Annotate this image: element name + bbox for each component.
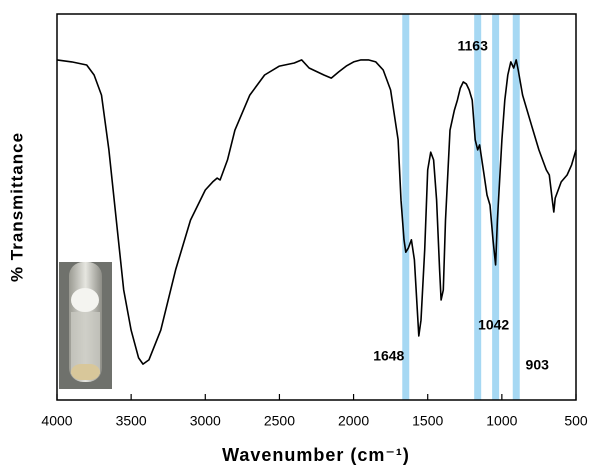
x-tick-label: 1500: [412, 413, 443, 429]
x-tick-label: 1000: [486, 413, 517, 429]
highlight-band: [474, 14, 482, 400]
x-tick-label: 2000: [338, 413, 369, 429]
y-axis-label: % Transmittance: [7, 132, 26, 282]
x-tick-label: 3000: [190, 413, 221, 429]
plot-area: [56, 59, 577, 365]
axes-frame: [56, 13, 577, 401]
x-tick-label: 3500: [116, 413, 147, 429]
spectrum-line: [56, 59, 577, 365]
highlight-bands: [402, 14, 520, 400]
highlight-label: 1648: [373, 348, 404, 364]
x-tick-label: 2500: [264, 413, 295, 429]
x-tick-label: 4000: [41, 413, 72, 429]
x-tick-label: 500: [564, 413, 588, 429]
highlight-label: 1042: [478, 317, 509, 333]
highlight-band: [402, 14, 410, 400]
highlight-label: 1163: [457, 38, 488, 54]
inset-photo: [59, 262, 112, 389]
highlight-label: 903: [526, 357, 550, 373]
highlight-band: [512, 14, 520, 400]
highlight-band: [492, 14, 500, 400]
x-axis-label: Wavenumber (cm⁻¹): [222, 445, 410, 465]
